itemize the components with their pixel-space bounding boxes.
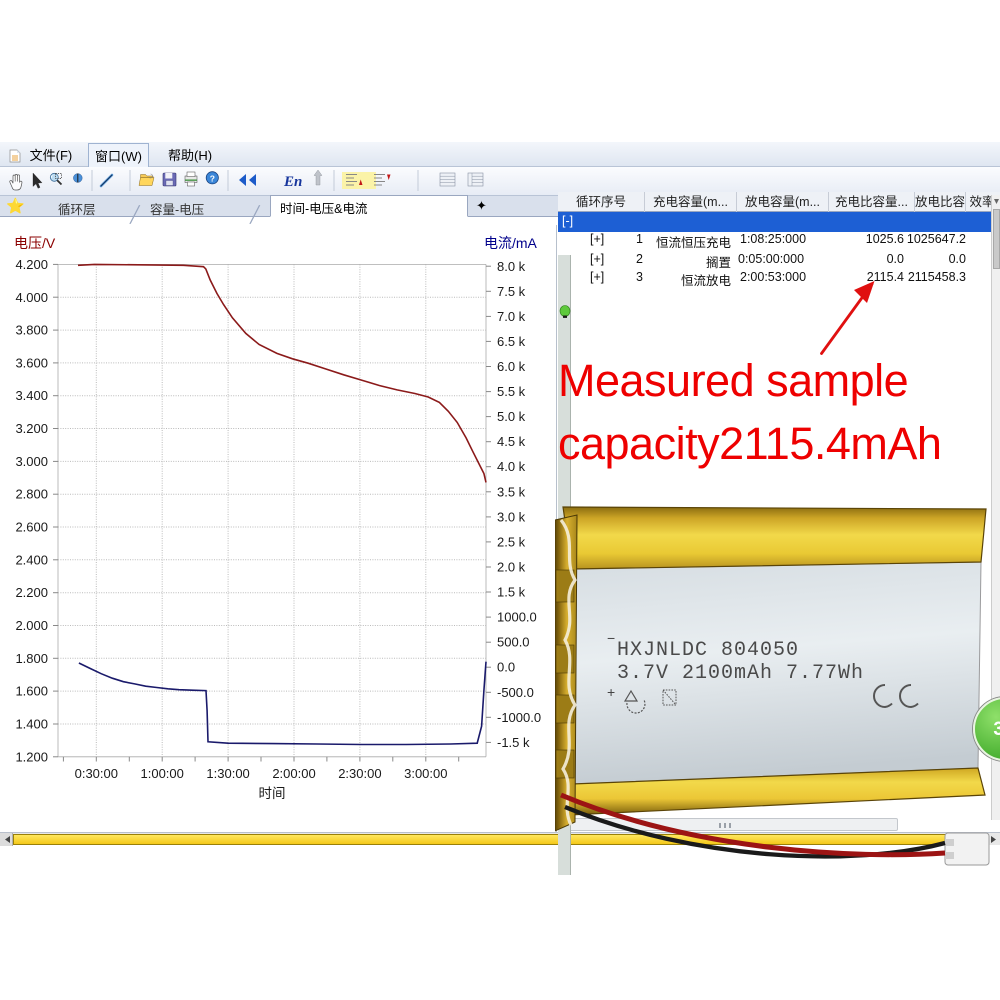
svg-text:2.800: 2.800 bbox=[15, 487, 48, 502]
svg-text:7.5 k: 7.5 k bbox=[497, 284, 526, 299]
svg-text:0:30:00: 0:30:00 bbox=[75, 766, 118, 781]
svg-text:6.5 k: 6.5 k bbox=[497, 334, 526, 349]
svg-text:4.200: 4.200 bbox=[15, 257, 48, 272]
svg-text:4.000: 4.000 bbox=[15, 290, 48, 305]
svg-text:5.5 k: 5.5 k bbox=[497, 384, 526, 399]
svg-text:2.600: 2.600 bbox=[15, 520, 48, 535]
svg-text:4.0 k: 4.0 k bbox=[497, 459, 526, 474]
svg-text:2.0 k: 2.0 k bbox=[497, 560, 526, 575]
svg-text:8.0 k: 8.0 k bbox=[497, 259, 526, 274]
svg-text:时间: 时间 bbox=[259, 786, 286, 801]
svg-text:-1000.0: -1000.0 bbox=[497, 710, 541, 725]
svg-text:1.200: 1.200 bbox=[15, 749, 48, 764]
svg-text:1.800: 1.800 bbox=[15, 651, 48, 666]
svg-text:1.600: 1.600 bbox=[15, 684, 48, 699]
svg-text:3.0 k: 3.0 k bbox=[497, 509, 526, 524]
svg-text:3.800: 3.800 bbox=[15, 323, 48, 338]
svg-text:3.600: 3.600 bbox=[15, 355, 48, 370]
svg-text:6.0 k: 6.0 k bbox=[497, 359, 526, 374]
svg-text:−: − bbox=[607, 630, 615, 646]
svg-text:3.000: 3.000 bbox=[15, 454, 48, 469]
svg-text:7.0 k: 7.0 k bbox=[497, 309, 526, 324]
svg-text:-500.0: -500.0 bbox=[497, 685, 534, 700]
svg-text:3.400: 3.400 bbox=[15, 388, 48, 403]
svg-text:-1.5 k: -1.5 k bbox=[497, 735, 530, 750]
svg-text:2.000: 2.000 bbox=[15, 618, 48, 633]
svg-text:3.5 k: 3.5 k bbox=[497, 484, 526, 499]
svg-text:2:30:00: 2:30:00 bbox=[338, 766, 381, 781]
svg-text:1000.0: 1000.0 bbox=[497, 610, 537, 625]
svg-text:1.400: 1.400 bbox=[15, 717, 48, 732]
svg-text:0.0: 0.0 bbox=[497, 660, 515, 675]
svg-text:500.0: 500.0 bbox=[497, 635, 530, 650]
svg-text:?: ? bbox=[210, 173, 215, 183]
svg-text:3.200: 3.200 bbox=[15, 421, 48, 436]
svg-text:2.400: 2.400 bbox=[15, 552, 48, 567]
svg-text:4.5 k: 4.5 k bbox=[497, 434, 526, 449]
svg-text:3:00:00: 3:00:00 bbox=[404, 766, 447, 781]
svg-text:+: + bbox=[607, 684, 615, 700]
svg-text:1:00:00: 1:00:00 bbox=[141, 766, 184, 781]
svg-text:2.200: 2.200 bbox=[15, 585, 48, 600]
svg-text:2.5 k: 2.5 k bbox=[497, 534, 526, 549]
svg-text:1:30:00: 1:30:00 bbox=[206, 766, 249, 781]
svg-text:En: En bbox=[283, 174, 302, 190]
svg-text:2:00:00: 2:00:00 bbox=[272, 766, 315, 781]
svg-text:5.0 k: 5.0 k bbox=[497, 409, 526, 424]
svg-text:1.5 k: 1.5 k bbox=[497, 585, 526, 600]
svg-text:HXJNLDC 804050: HXJNLDC 804050 bbox=[617, 639, 799, 662]
svg-text:3.7V 2100mAh 7.77Wh: 3.7V 2100mAh 7.77Wh bbox=[617, 662, 864, 685]
